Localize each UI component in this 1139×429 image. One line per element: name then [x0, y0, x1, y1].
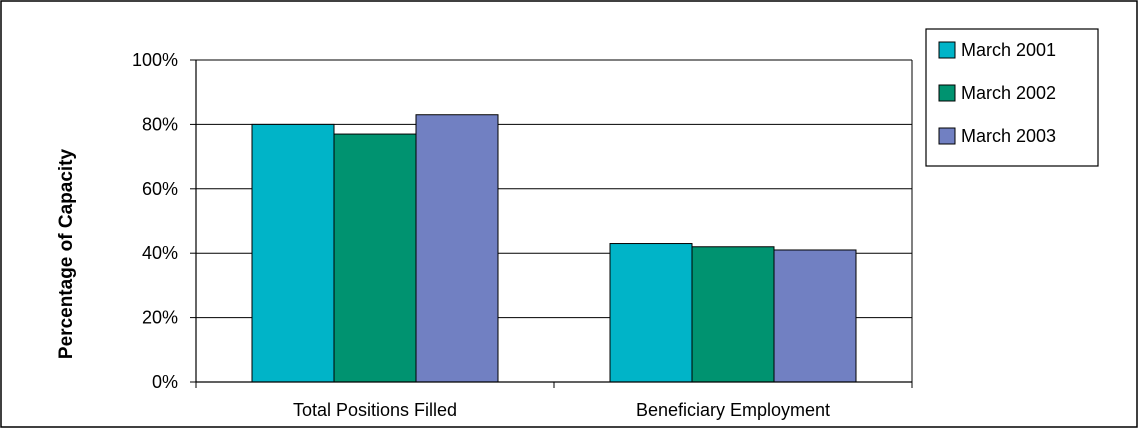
- x-tick-label-total-positions-filled: Total Positions Filled: [293, 400, 457, 420]
- bar-total-positions-filled-march-2001: [251, 123, 335, 383]
- legend: March 2001 March 2002 March 2003: [925, 28, 1099, 167]
- bars: [251, 114, 857, 383]
- bar-beneficiary-employment-march-2003: [773, 249, 857, 383]
- bar-total-positions-filled-march-2003: [415, 114, 499, 383]
- legend-swatch-march-2001: [938, 41, 956, 59]
- legend-label-march-2002: March 2002: [961, 83, 1056, 103]
- bar-total-positions-filled-march-2002: [333, 133, 417, 383]
- x-tick-label-beneficiary-employment: Beneficiary Employment: [636, 400, 830, 420]
- y-axis-label: Percentage of Capacity: [56, 149, 77, 360]
- bar-beneficiary-employment-march-2002: [691, 246, 775, 383]
- legend-label-march-2003: March 2003: [961, 126, 1056, 146]
- y-tick-label-20: 20%: [142, 308, 178, 328]
- y-tick-label-60: 60%: [142, 179, 178, 199]
- legend-swatch-march-2003: [938, 127, 956, 145]
- y-tick-label-0: 0%: [152, 372, 178, 392]
- bar-beneficiary-employment-march-2001: [609, 243, 693, 383]
- axes: 0% 20% 40% 60% 80% 100% Total Positions Filled…: [132, 50, 913, 420]
- y-tick-label-100: 100%: [132, 50, 178, 70]
- y-tick-label-80: 80%: [142, 114, 178, 134]
- legend-label-march-2001: March 2001: [961, 40, 1056, 60]
- legend-swatch-march-2002: [938, 84, 956, 102]
- axis-labels: Percentage of Capacity: [56, 149, 77, 360]
- y-tick-label-40: 40%: [142, 243, 178, 263]
